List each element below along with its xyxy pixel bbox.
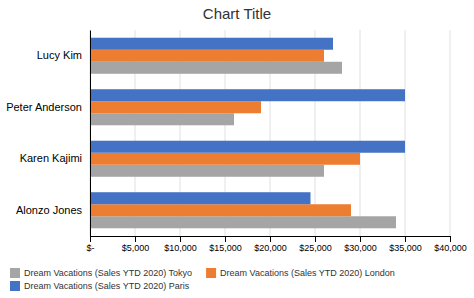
x-tick-label: $- xyxy=(86,243,94,253)
plot-area: $- $5,000 $10,000 $15,000 $20,000 $25,000 $30,… xyxy=(6,30,467,253)
x-tick: $10,000 xyxy=(164,236,197,253)
x-tick-label: $40,000 xyxy=(434,243,467,253)
x-tick: $20,000 xyxy=(254,236,287,253)
grid-line xyxy=(450,30,451,236)
legend-swatch xyxy=(10,281,20,291)
grid-line xyxy=(405,30,406,236)
x-tick: $35,000 xyxy=(389,236,422,253)
y-tick: Karen Kajimi xyxy=(20,152,90,164)
title: Chart Title xyxy=(203,5,271,22)
y-tick: Lucy Kim xyxy=(37,49,90,61)
x-tick: $15,000 xyxy=(209,236,242,253)
x-tick: $40,000 xyxy=(434,236,467,253)
y-axis: Lucy Kim Peter Anderson Karen Kajimi Alonzo… xyxy=(6,31,90,237)
x-tick-label: $25,000 xyxy=(299,243,332,253)
x-tick-label: $10,000 xyxy=(164,243,197,253)
x-tick-label: $35,000 xyxy=(389,243,422,253)
bar xyxy=(90,192,311,204)
series xyxy=(90,38,405,205)
x-tick-label: $20,000 xyxy=(254,243,287,253)
y-tick-label: Alonzo Jones xyxy=(16,204,83,216)
bar xyxy=(90,204,351,216)
chart-container: Dream Vacations (Sales YTD 2020) Tokyo Dr… xyxy=(0,0,474,298)
y-tick: Peter Anderson xyxy=(6,101,90,113)
y-tick-label: Karen Kajimi xyxy=(20,152,82,164)
legend-item: Dream Vacations (Sales YTD 2020) Paris xyxy=(10,281,190,291)
bar xyxy=(90,113,234,125)
bar xyxy=(90,153,360,165)
x-tick-mark xyxy=(135,236,136,242)
bar xyxy=(90,101,261,113)
legend-item: Dream Vacations (Sales YTD 2020) London xyxy=(206,268,395,278)
legend-label: Dream Vacations (Sales YTD 2020) London xyxy=(220,268,395,278)
bar xyxy=(90,216,396,228)
x-tick-mark xyxy=(450,236,451,242)
x-tick-label: $15,000 xyxy=(209,243,242,253)
x-tick-mark xyxy=(270,236,271,242)
legend-label: Dream Vacations (Sales YTD 2020) Tokyo xyxy=(24,268,192,278)
x-tick-mark xyxy=(405,236,406,242)
x-tick: $25,000 xyxy=(299,236,332,253)
x-tick: $30,000 xyxy=(344,236,377,253)
bar xyxy=(90,89,405,101)
y-tick-label: Lucy Kim xyxy=(37,49,82,61)
x-tick-mark xyxy=(90,236,91,242)
x-tick-mark xyxy=(180,236,181,242)
legend-item: Dream Vacations (Sales YTD 2020) Tokyo xyxy=(10,268,192,278)
x-tick-mark xyxy=(225,236,226,242)
y-tick-label: Peter Anderson xyxy=(6,101,82,113)
y-tick: Alonzo Jones xyxy=(16,204,90,216)
legend-label: Dream Vacations (Sales YTD 2020) Paris xyxy=(24,281,190,291)
x-tick-mark xyxy=(360,236,361,242)
chart-svg: Dream Vacations (Sales YTD 2020) Tokyo Dr… xyxy=(0,0,474,298)
grid-line xyxy=(360,30,361,236)
bars xyxy=(90,38,405,229)
legend: Dream Vacations (Sales YTD 2020) Tokyo Dr… xyxy=(10,268,395,291)
grid xyxy=(90,30,450,236)
bar xyxy=(90,50,324,62)
x-tick-label: $5,000 xyxy=(122,243,150,253)
legend-swatch xyxy=(10,268,20,278)
bar xyxy=(90,38,333,50)
x-tick-label: $30,000 xyxy=(344,243,377,253)
x-tick: $- xyxy=(86,236,94,253)
y-axis-line xyxy=(90,31,91,237)
x-tick-mark xyxy=(315,236,316,242)
grid-line xyxy=(90,30,91,236)
bar xyxy=(90,141,405,153)
legend-swatch xyxy=(206,268,216,278)
bar xyxy=(90,165,324,177)
x-axis: $- $5,000 $10,000 $15,000 $20,000 $25,000 $30,… xyxy=(86,236,466,253)
x-tick: $5,000 xyxy=(122,236,150,253)
bar xyxy=(90,62,342,74)
series xyxy=(90,50,360,217)
